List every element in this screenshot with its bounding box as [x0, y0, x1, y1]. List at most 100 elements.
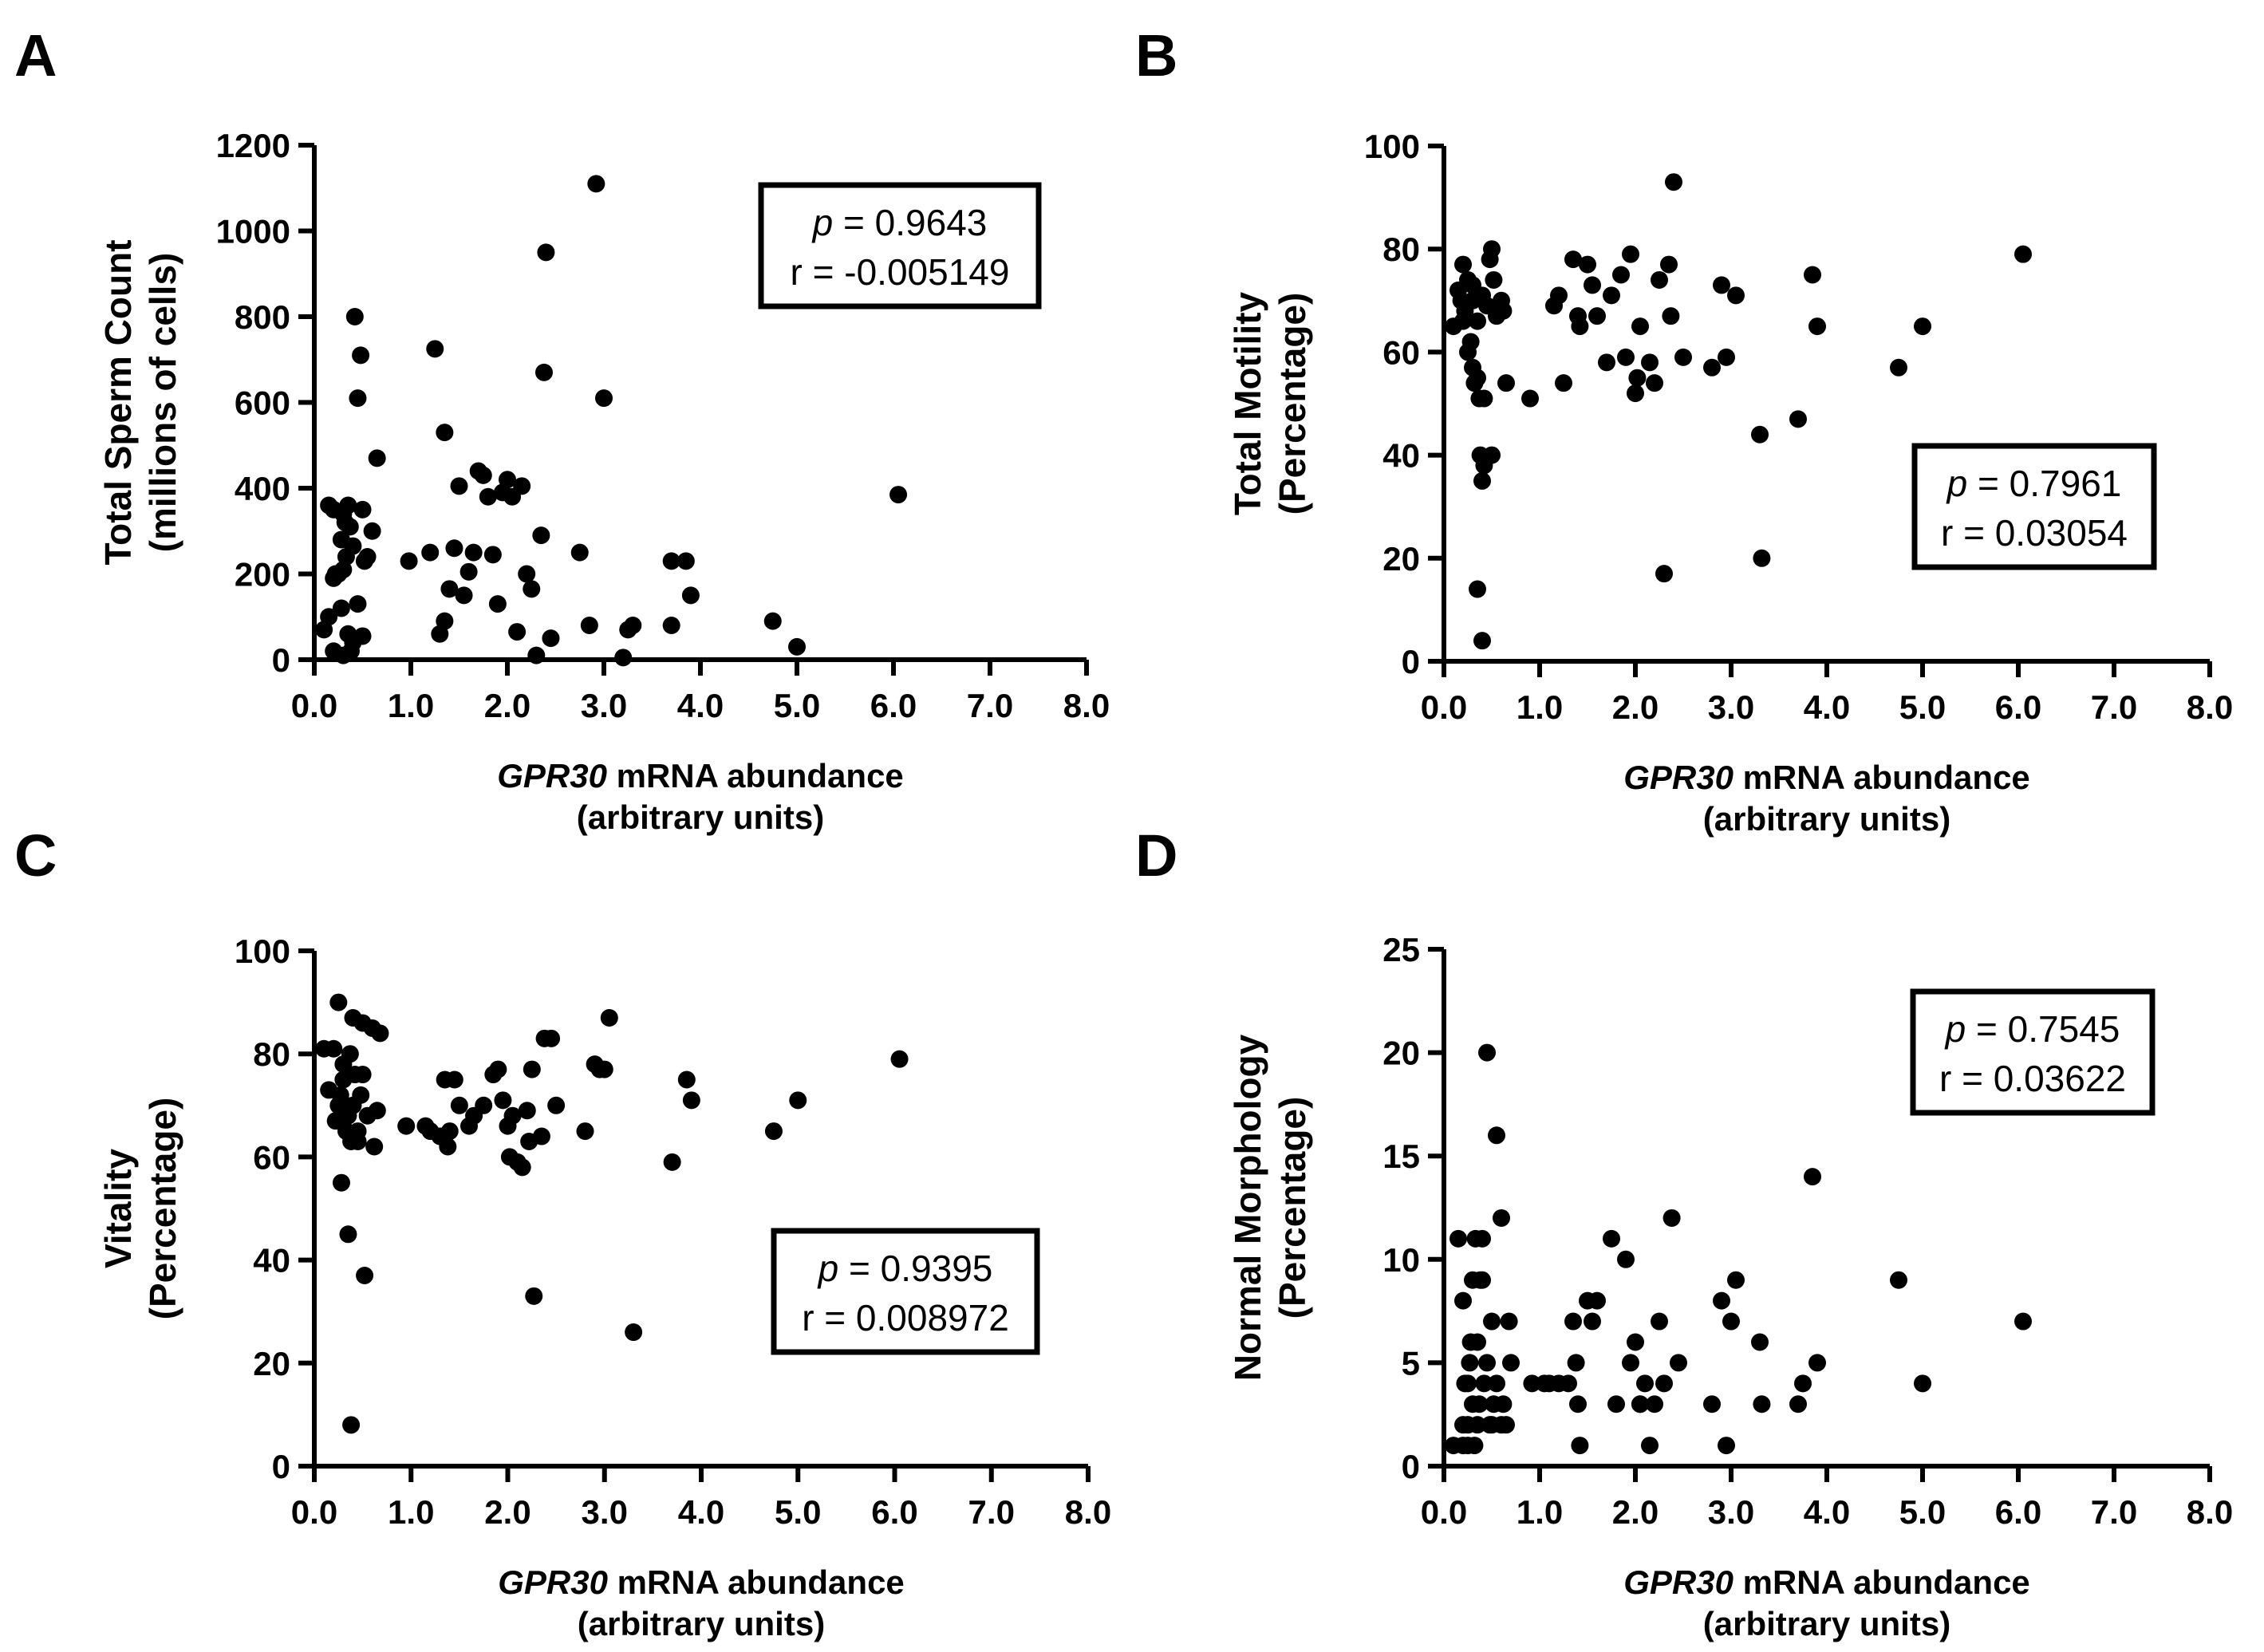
y-tick-label: 10: [1382, 1241, 1420, 1279]
data-point: [1485, 270, 1503, 289]
x-tick-label: 3.0: [1708, 1493, 1754, 1531]
y-tick-label: 100: [235, 932, 290, 970]
y-tick-label: 60: [253, 1138, 290, 1176]
data-point: [681, 586, 700, 605]
data-point: [353, 1066, 372, 1084]
data-point: [1753, 1395, 1771, 1413]
data-point: [352, 346, 370, 365]
y-tick-label: 0: [272, 641, 290, 679]
stats-p-label: p: [817, 1248, 839, 1289]
x-tick-label: 3.0: [1708, 688, 1754, 726]
x-axis-title-gene: GPR30: [1623, 759, 1733, 796]
data-point: [676, 552, 695, 570]
data-point: [349, 1133, 367, 1151]
x-tick-label: 3.0: [581, 687, 627, 724]
data-point: [344, 1096, 362, 1114]
data-point: [1478, 1043, 1496, 1062]
stats-p-label: p: [1944, 1008, 1966, 1050]
data-point: [1459, 1437, 1477, 1455]
data-point: [334, 1070, 353, 1089]
data-point: [1617, 348, 1635, 366]
data-point: [1753, 549, 1771, 567]
x-axis-title-text: mRNA abundance: [1733, 759, 2030, 796]
data-point: [1612, 266, 1630, 284]
data-point: [1540, 1374, 1558, 1393]
data-point: [349, 389, 367, 408]
y-tick-label: 25: [1382, 931, 1420, 968]
data-point: [499, 471, 516, 489]
y-tick-label: 80: [1382, 231, 1420, 268]
data-point: [890, 1050, 909, 1068]
data-point: [1603, 286, 1620, 305]
data-point: [1651, 270, 1668, 289]
data-point: [329, 1096, 348, 1114]
x-tick-label: 2.0: [1612, 688, 1659, 726]
data-point: [1450, 1229, 1467, 1248]
data-point: [1461, 1354, 1479, 1372]
y-axis-title: Vitality(Percentage): [97, 1098, 183, 1320]
data-point: [1521, 389, 1539, 408]
data-point: [1579, 255, 1596, 274]
x-axis-title-text: mRNA abundance: [608, 1563, 905, 1601]
x-tick-label: 2.0: [1612, 1493, 1659, 1531]
x-tick-label: 0.0: [291, 687, 337, 724]
data-point: [525, 1287, 543, 1305]
data-point: [534, 363, 553, 381]
data-point: [1588, 307, 1606, 325]
data-point: [1483, 446, 1501, 464]
data-point: [1622, 1354, 1639, 1372]
y-tick-label: 100: [1364, 128, 1420, 165]
x-tick-label: 0.0: [1421, 1493, 1467, 1531]
data-point: [542, 629, 560, 648]
stats-p-value: p = 0.7545: [1944, 1008, 2120, 1050]
data-point: [662, 552, 680, 570]
data-point: [1603, 1229, 1620, 1248]
data-point: [1914, 317, 1931, 336]
data-point: [1560, 1374, 1577, 1393]
data-point: [1789, 1395, 1807, 1413]
data-point: [1569, 1395, 1587, 1413]
data-point: [1459, 343, 1477, 361]
data-point: [1502, 1354, 1520, 1372]
x-axis-title-text: mRNA abundance: [607, 757, 904, 794]
data-point: [2014, 245, 2032, 263]
stats-p-value: p = 0.9643: [811, 202, 988, 243]
data-point: [570, 543, 589, 562]
panel-label: B: [1135, 22, 1177, 89]
data-point: [576, 1122, 594, 1141]
stats-box: [1910, 988, 2156, 1116]
x-tick-label: 4.0: [1804, 1493, 1850, 1531]
data-point: [1598, 353, 1615, 372]
data-point: [455, 586, 473, 605]
data-point: [436, 612, 454, 630]
data-point: [356, 1266, 374, 1284]
data-point: [1674, 348, 1692, 366]
y-axis-title: Total Sperm Count(millions of cells): [97, 239, 183, 565]
data-point: [460, 562, 478, 581]
data-point: [1751, 1333, 1769, 1351]
stats-r-value: r = 0.03054: [1941, 512, 2128, 554]
stats-r-value: r = -0.005149: [791, 251, 1010, 293]
data-point: [1660, 255, 1678, 274]
panel-a: A 0 200 400 600 800 1000 1200 0.0 1.0 2.0 3.0 4.0 5.0…: [14, 22, 1110, 836]
x-tick-label: 7.0: [2091, 688, 2137, 726]
data-point: [1523, 1374, 1541, 1393]
data-point: [1655, 565, 1673, 583]
data-point: [1473, 471, 1491, 490]
x-axis-title-gene: GPR30: [497, 757, 607, 794]
data-point: [1469, 1333, 1486, 1351]
data-point: [1493, 1208, 1510, 1227]
data-point: [1571, 317, 1589, 336]
data-point: [1808, 317, 1826, 336]
data-point: [1564, 1312, 1582, 1331]
data-point: [1454, 1291, 1472, 1310]
data-point: [1703, 358, 1721, 377]
panel-b: B 0 20 40 60 80 100 0.0 1.0 2.0 3.0 4.0 5.0 6.0 7.0 8.0…: [1135, 22, 2233, 838]
y-tick-label: 15: [1382, 1137, 1420, 1175]
data-point: [1454, 312, 1472, 330]
panel-label: A: [14, 22, 57, 89]
x-tick-label: 6.0: [871, 1493, 917, 1531]
x-axis-title: GPR30 mRNA abundance: [498, 1563, 905, 1601]
x-tick-label: 7.0: [967, 687, 1013, 724]
